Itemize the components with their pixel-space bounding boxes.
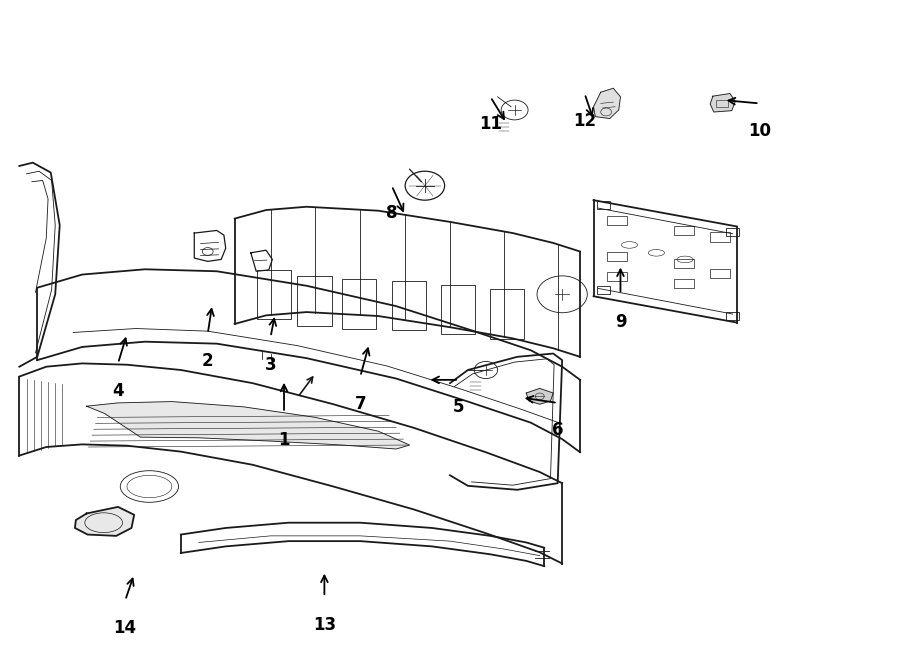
Text: 13: 13 [313,615,336,633]
Bar [674,278,694,288]
Bar [726,312,739,320]
Bar [607,253,626,261]
Text: 8: 8 [386,204,398,222]
Text: 6: 6 [552,421,563,440]
Bar [607,216,626,225]
Text: 7: 7 [355,395,366,413]
Bar [597,286,609,293]
Polygon shape [526,389,554,405]
Text: 14: 14 [113,619,137,637]
Bar [710,268,730,278]
Bar [674,226,694,235]
Text: 9: 9 [615,313,626,330]
Polygon shape [86,402,410,449]
Text: 3: 3 [265,356,276,373]
Text: 5: 5 [454,399,464,416]
Bar [607,272,626,281]
Bar [257,270,292,319]
Bar [726,228,739,236]
Text: 1: 1 [278,431,290,449]
Bar [710,233,730,242]
Bar [298,276,331,326]
Text: 11: 11 [479,115,502,134]
Bar [441,285,475,334]
Polygon shape [710,94,735,112]
Bar [597,202,609,210]
Polygon shape [594,89,620,118]
Text: 12: 12 [573,112,596,130]
Text: 10: 10 [748,122,771,140]
Text: 4: 4 [112,382,124,400]
Polygon shape [75,507,134,536]
Bar [674,258,694,268]
Bar [491,290,525,338]
Bar [342,280,376,329]
Bar [392,281,426,330]
Bar [716,100,728,106]
Text: 2: 2 [202,352,213,370]
